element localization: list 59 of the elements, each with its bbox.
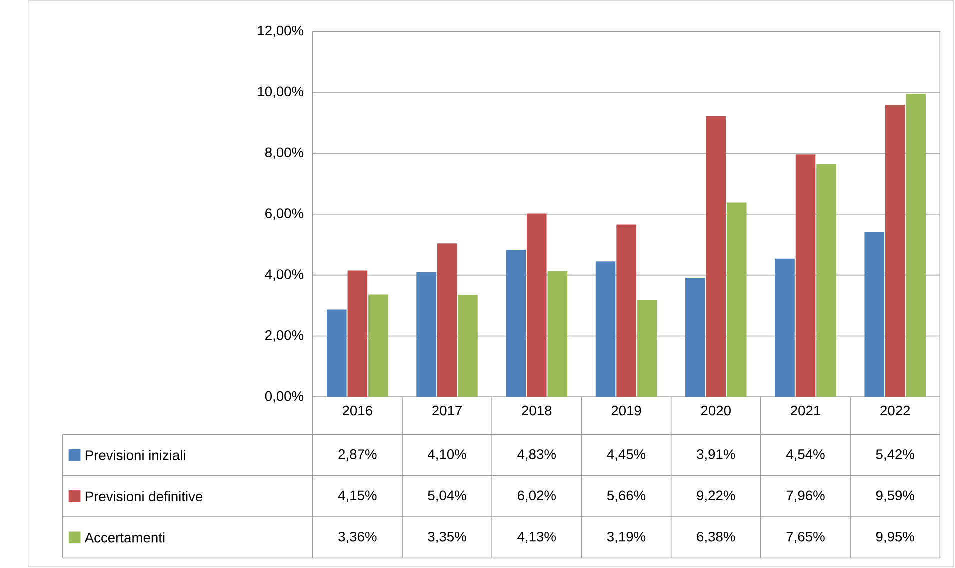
bar — [906, 94, 926, 398]
bar — [506, 250, 526, 398]
x-tick-label: 2017 — [432, 406, 462, 416]
data-label: 5,04% — [428, 490, 466, 502]
y-tick-label: 6,00% — [266, 208, 304, 220]
bar — [637, 300, 658, 398]
y-tick-label: 4,00% — [265, 270, 304, 281]
x-tick-label: 2022 — [880, 406, 910, 416]
x-tick-label: 2020 — [701, 406, 731, 416]
data-label: 7,96% — [786, 490, 825, 502]
y-tick-label: 0,00% — [265, 391, 304, 403]
bar — [596, 262, 616, 398]
bar — [616, 224, 636, 398]
bar — [437, 244, 458, 398]
bar — [796, 154, 816, 398]
bar — [775, 258, 795, 398]
x-tick-label: 2019 — [612, 406, 642, 416]
data-label: 3,91% — [697, 450, 736, 461]
y-tick-label: 10,00% — [258, 86, 304, 98]
data-label: 4,54% — [786, 450, 825, 461]
bar — [348, 270, 368, 398]
data-label: 9,22% — [697, 490, 736, 502]
x-tick-label: 2016 — [342, 406, 372, 416]
data-label: 3,36% — [338, 532, 377, 544]
bar — [368, 294, 388, 398]
data-label: 9,95% — [876, 532, 914, 544]
y-tick-label: 2,00% — [266, 330, 304, 342]
data-label: 7,65% — [786, 532, 825, 544]
bar — [458, 295, 478, 398]
data-label: 5,42% — [876, 450, 914, 461]
bar — [864, 232, 884, 398]
data-label: 4,83% — [518, 450, 556, 461]
legend-label: Accertamenti — [84, 532, 165, 543]
bar — [726, 202, 747, 398]
bar — [885, 105, 906, 398]
bar — [706, 116, 726, 398]
data-label: 6,02% — [518, 490, 556, 502]
x-tick-label: 2018 — [522, 406, 552, 416]
bar — [527, 214, 547, 398]
data-label: 5,66% — [607, 490, 646, 502]
data-label: 3,19% — [607, 532, 646, 544]
bar — [548, 271, 568, 398]
data-label: 4,13% — [518, 532, 556, 544]
legend-label: Previsioni definitive — [86, 491, 203, 502]
bar — [686, 278, 706, 398]
y-tick-label: 8,00% — [265, 148, 304, 160]
bar — [327, 310, 347, 398]
data-label: 6,38% — [697, 532, 736, 544]
data-label: 2,87% — [338, 450, 377, 461]
data-label: 4,10% — [428, 450, 466, 461]
y-tick-label: 12,00% — [258, 26, 304, 38]
bar — [416, 272, 436, 398]
data-label: 4,15% — [338, 490, 377, 502]
data-label: 4,45% — [607, 450, 646, 461]
bar — [816, 164, 836, 398]
x-tick-label: 2021 — [791, 406, 820, 416]
data-label: 3,35% — [428, 532, 466, 544]
legend-label: Previsioni iniziali — [86, 450, 186, 460]
data-label: 9,59% — [876, 490, 914, 502]
